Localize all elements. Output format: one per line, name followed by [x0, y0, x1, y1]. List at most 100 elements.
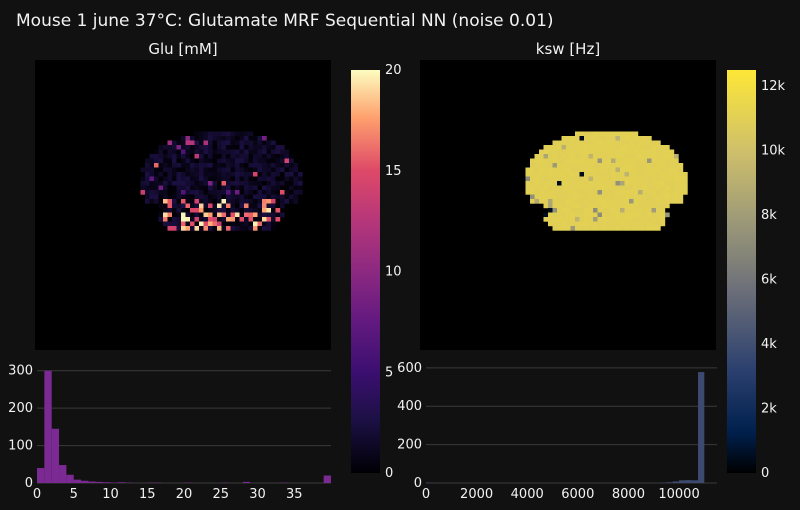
ksw-map-pixel [624, 149, 630, 155]
glu-map-pixel [266, 167, 272, 173]
ksw-map-pixel [534, 176, 540, 182]
glu-map-pixel [203, 221, 209, 227]
glu-map-pixel [167, 140, 173, 146]
ksw-map-pixel [647, 194, 652, 200]
ksw-map-pixel [615, 221, 621, 227]
ksw-map-pixel [575, 140, 580, 146]
glu-map-pixel [239, 190, 245, 195]
ksw-map-pixel [530, 190, 535, 195]
glu-map-pixel [190, 217, 195, 222]
ksw-map-pixel [570, 154, 576, 159]
glu-histogram[interactable]: 0 100 200 300 0 5 10 15 20 25 30 35 [8, 364, 331, 502]
glu-map-pixel [176, 163, 182, 168]
ksw-map-pixel [534, 154, 540, 159]
glu-map-pixel [266, 208, 272, 213]
glu-map-pixel [154, 176, 159, 182]
ksw-map-pixel [557, 167, 562, 173]
glu-map-pixel [221, 203, 227, 209]
ksw-map-pixel [561, 140, 567, 146]
figure-title: Mouse 1 june 37°C: Glutamate MRF Sequent… [16, 11, 554, 31]
ksw-map-pixel [579, 176, 585, 182]
glu-map-pixel [262, 212, 267, 218]
glu-map-pixel [253, 199, 258, 204]
glu-map-pixel [185, 154, 191, 159]
glu-map-pixel [163, 176, 168, 182]
glu-map-pixel [271, 163, 276, 168]
ksw-map-pixel [606, 181, 612, 186]
ksw-map-pixel [674, 176, 679, 182]
ksw-map-pixel [588, 203, 594, 209]
ksw-map-pixel [548, 221, 553, 227]
ksw-map-pixel [660, 203, 666, 209]
ksw-map-pixel [665, 194, 670, 200]
histogram-y-tick-label: 0 [414, 476, 422, 491]
ksw-map-pixel [629, 172, 634, 177]
glu-map-pixel [194, 203, 200, 209]
ksw-map-pixel [656, 190, 661, 195]
glu-map-pixel [239, 199, 245, 204]
ksw-map-pixel [638, 145, 643, 150]
ksw-map-pixel [584, 158, 589, 164]
glu-map-pixel [271, 194, 276, 200]
glu-map-pixel [167, 163, 173, 168]
ksw-heatmap[interactable] [420, 60, 716, 350]
glu-map-pixel [208, 208, 213, 213]
glu-map-pixel [176, 167, 182, 173]
ksw-map-pixel [624, 194, 630, 200]
glu-map-pixel [208, 212, 213, 218]
glu-map-pixel [140, 181, 146, 186]
glu-map-pixel [239, 221, 245, 227]
glu-map-pixel [280, 172, 285, 177]
ksw-map-pixel [530, 194, 535, 200]
glu-map-pixel [194, 212, 200, 218]
glu-heatmap[interactable] [35, 60, 331, 350]
glu-map-pixel [163, 158, 168, 164]
ksw-map-pixel [678, 181, 684, 186]
ksw-map-pixel [597, 136, 603, 141]
ksw-map-pixel [534, 185, 540, 191]
glu-map-pixel [208, 149, 213, 155]
ksw-map-pixel [633, 158, 639, 164]
ksw-map-pixel [525, 167, 531, 173]
ksw-map-pixel [597, 217, 603, 222]
glu-map-pixel [271, 145, 276, 150]
ksw-map-pixel [656, 203, 661, 209]
glu-map-pixel [190, 163, 195, 168]
glu-map-pixel [239, 145, 245, 150]
histogram-bar [37, 468, 45, 483]
ksw-map-pixel [575, 194, 580, 200]
histogram-bar [666, 482, 673, 483]
glu-map-pixel [244, 136, 249, 141]
ksw-map-pixel [566, 140, 571, 146]
ksw-map-pixel [566, 136, 571, 141]
ksw-map-pixel [566, 145, 571, 150]
ksw-map-pixel [683, 190, 688, 195]
ksw-map-pixel [597, 226, 603, 231]
glu-map-pixel [221, 145, 227, 150]
glu-map-cells [140, 131, 303, 231]
glu-map-pixel [194, 217, 200, 222]
ksw-map-pixel [624, 190, 630, 195]
glu-map-pixel [181, 226, 186, 231]
glu-map-pixel [203, 176, 209, 182]
glu-map-pixel [181, 145, 186, 150]
ksw-map-pixel [525, 185, 531, 191]
ksw-map-pixel [642, 190, 648, 195]
glu-map-pixel [262, 194, 267, 200]
glu-map-pixel [203, 208, 209, 213]
glu-map-pixel [163, 149, 168, 155]
ksw-map-pixel [593, 167, 598, 173]
glu-map-pixel [149, 172, 155, 177]
ksw-map-pixel [525, 172, 531, 177]
ksw-map-pixel [642, 203, 648, 209]
ksw-map-pixel [647, 149, 652, 155]
ksw-map-pixel [651, 154, 657, 159]
glu-map-pixel [257, 158, 263, 164]
glu-map-pixel [149, 158, 155, 164]
glu-map-pixel [181, 217, 186, 222]
ksw-map-pixel [575, 136, 580, 141]
glu-map-pixel [253, 194, 258, 200]
ksw-map-pixel [557, 172, 562, 177]
ksw-map-pixel [678, 172, 684, 177]
